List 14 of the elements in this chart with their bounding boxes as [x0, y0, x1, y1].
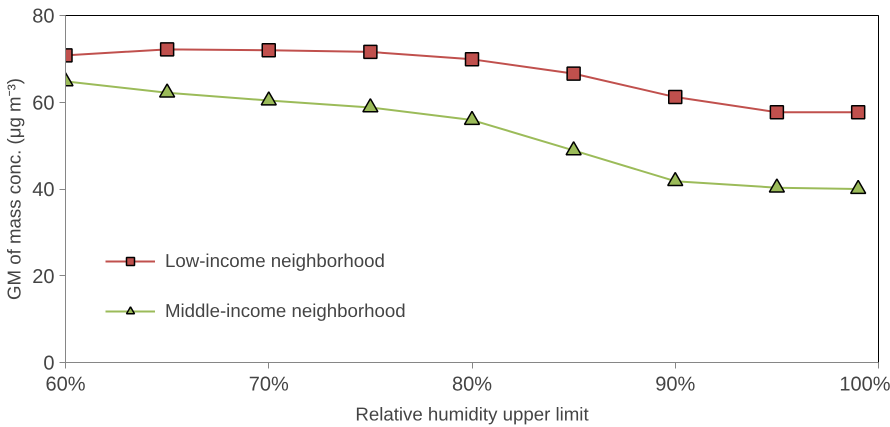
- y-tick-label: 40: [32, 179, 55, 201]
- y-tick-label: 0: [43, 352, 54, 374]
- x-tick-label: 60%: [45, 374, 86, 396]
- y-tick-label: 20: [32, 266, 55, 288]
- x-axis-title: Relative humidity upper limit: [355, 404, 590, 424]
- x-tick-label: 80%: [452, 374, 492, 396]
- y-tick-label: 80: [32, 6, 55, 28]
- y-axis-title: GM of mass conc. (μg m⁻³): [3, 78, 24, 300]
- legend-label: Low-income neighborhood: [165, 250, 385, 272]
- x-tick-label: 100%: [839, 374, 890, 396]
- x-tick-label: 90%: [655, 374, 696, 396]
- y-tick-label: 60: [32, 92, 55, 114]
- x-tick-label: 70%: [248, 374, 289, 396]
- legend-label: Middle-income neighborhood: [165, 300, 406, 322]
